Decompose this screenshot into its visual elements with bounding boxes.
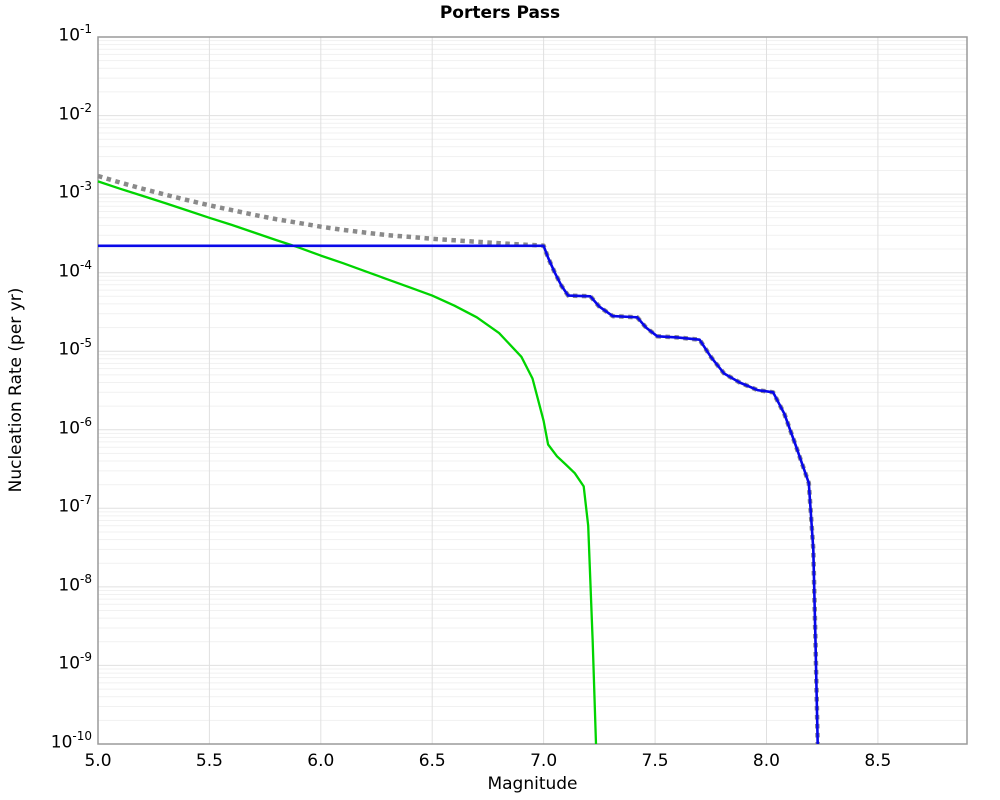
series-blue-line [98, 244, 819, 745]
plot-frame [97, 36, 968, 745]
x-tick-label: 8.0 [752, 751, 780, 771]
x-tick-label: 8.5 [864, 751, 892, 771]
y-tick-label: 10-3 [58, 179, 92, 203]
series-gray-dotted-total [97, 173, 820, 745]
x-tick-label: 6.0 [307, 751, 335, 771]
y-tick-label: 10-8 [58, 571, 92, 596]
chart-title: Porters Pass [439, 3, 561, 23]
y-tick-label: 10-1 [58, 22, 92, 46]
y-tick-label: 10-9 [58, 650, 92, 675]
x-tick-label: 7.0 [530, 751, 558, 771]
y-tick-label: 10-6 [58, 414, 92, 439]
y-tick-label: 10-7 [58, 493, 92, 517]
y-tick-label: 10-5 [58, 336, 92, 360]
y-axis-label: Nucleation Rate (per yr) [6, 287, 26, 493]
y-tick-label: 10-10 [50, 729, 92, 753]
x-tick-label: 5.0 [84, 751, 112, 771]
y-tick-label: 10-4 [58, 257, 92, 282]
x-axis-label: Magnitude [487, 774, 578, 794]
y-tick-label: 10-2 [58, 100, 92, 125]
x-tick-label: 5.5 [195, 751, 223, 771]
series-green-line [97, 180, 598, 745]
x-tick-label: 6.5 [418, 751, 446, 771]
x-tick-label: 7.5 [641, 751, 669, 771]
